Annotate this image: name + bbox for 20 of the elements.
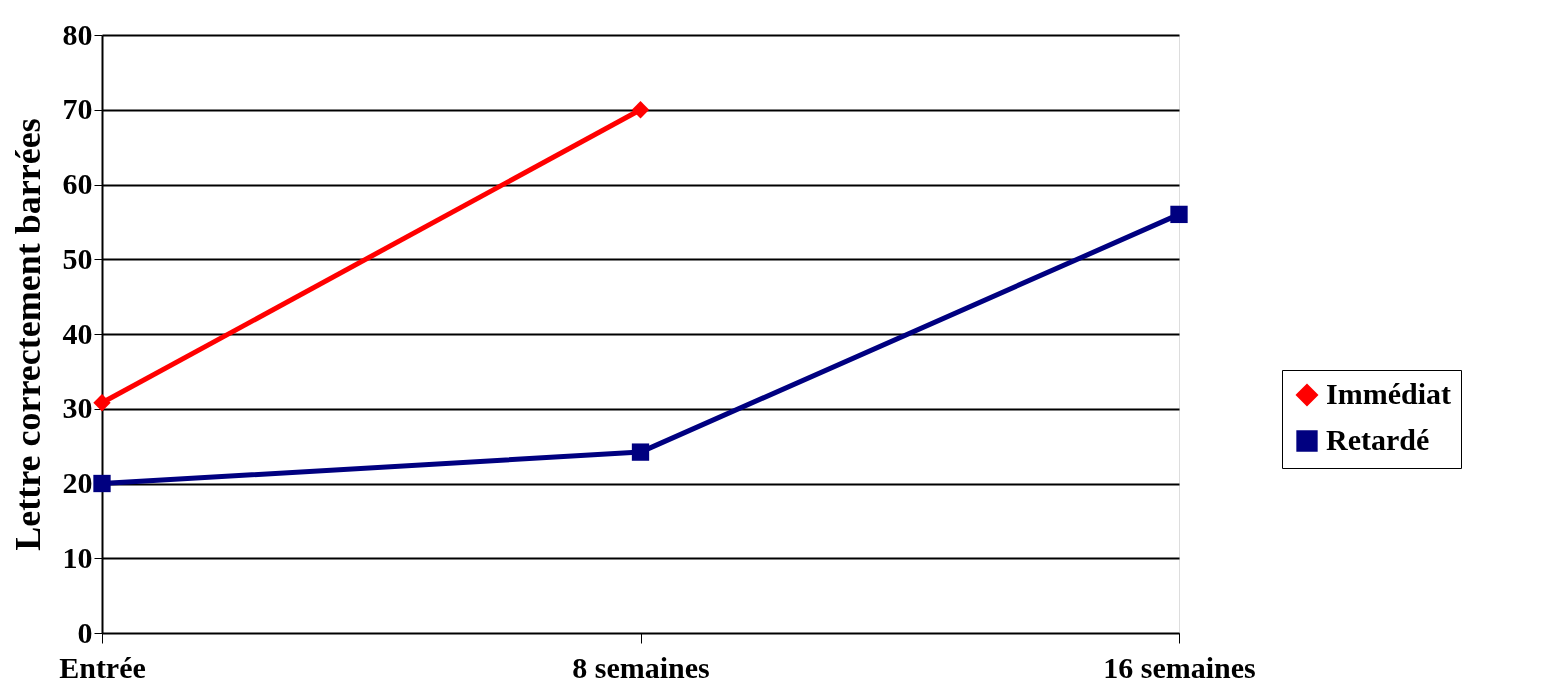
y-axis-title: Lettre correctement barrées <box>7 118 48 551</box>
y-tick-label: 60 <box>62 167 93 200</box>
x-tick-label: 8 semaines <box>572 650 710 684</box>
legend-label: Retardé <box>1326 423 1430 456</box>
x-tick-label: 16 semaines <box>1103 650 1256 684</box>
point <box>93 394 111 412</box>
y-tick-label: 50 <box>62 241 93 275</box>
y-tick-label: 30 <box>62 391 93 425</box>
y-tick-label: 20 <box>62 466 93 499</box>
x-tick-label: Entrée <box>59 650 146 684</box>
point <box>1170 205 1188 224</box>
legend-label: Immédiat <box>1326 377 1451 410</box>
point <box>93 474 111 493</box>
y-tick-label: 70 <box>62 92 93 126</box>
y-tick-label: 40 <box>62 316 93 350</box>
y-tick-label: 10 <box>62 540 93 574</box>
y-tick-label: 80 <box>62 17 93 51</box>
point <box>631 443 650 461</box>
y-tick-label: 0 <box>77 615 93 649</box>
point <box>631 101 650 119</box>
